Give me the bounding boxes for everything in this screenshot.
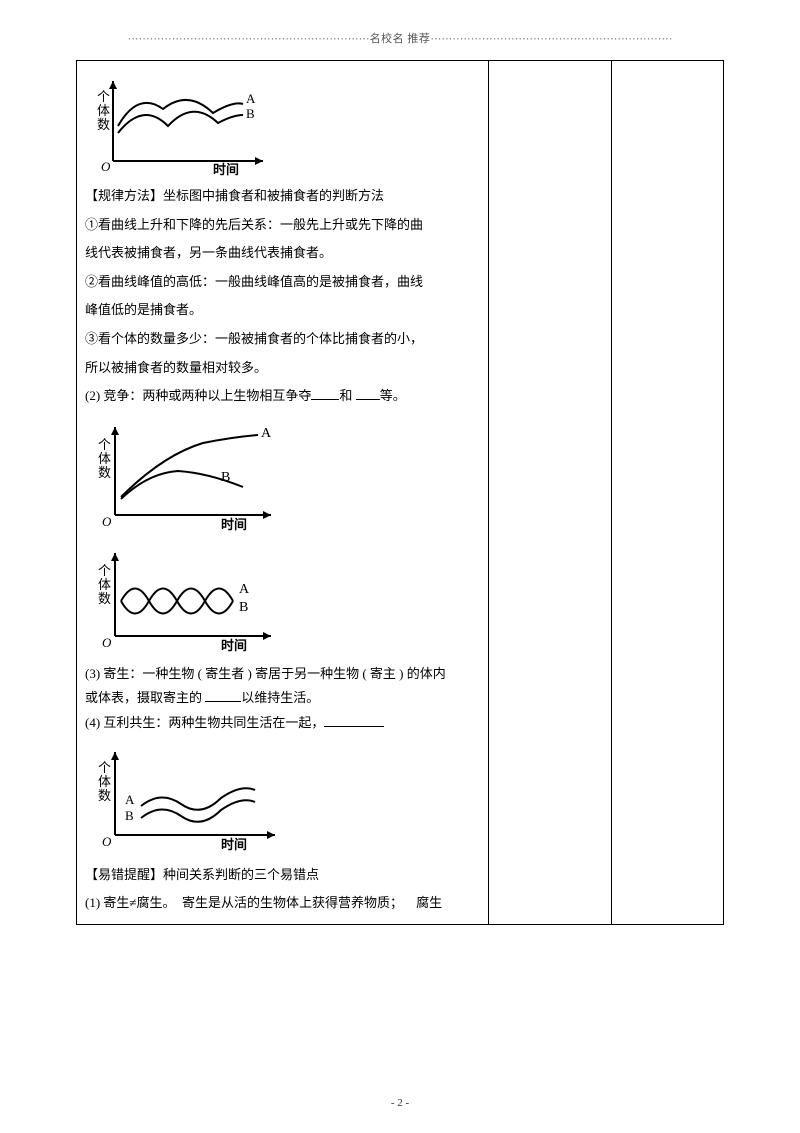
svg-text:A: A — [125, 792, 135, 807]
svg-text:O: O — [102, 834, 112, 849]
blank-input[interactable] — [205, 689, 241, 702]
chart-competition: 个 体 数 时间 O A B — [93, 415, 283, 535]
svg-text:体: 体 — [97, 103, 110, 118]
warn-1: (1) 寄生≠腐生。 寄生是从活的生物体上获得营养物质； 腐生 — [85, 889, 480, 918]
main-content: 个 体 数 时间 O A B 【规律方法】坐标图中捕食者和被捕食者的判断方法 ①… — [85, 71, 480, 918]
page-header: ⋯⋯⋯⋯⋯⋯⋯⋯⋯⋯⋯⋯⋯⋯⋯⋯⋯⋯⋯⋯⋯⋯名校名 推荐⋯⋯⋯⋯⋯⋯⋯⋯⋯⋯⋯⋯… — [76, 30, 724, 46]
q3-line2: 或体表，摄取寄主的 以维持生活。 — [85, 686, 480, 711]
q3-text-c: 以维持生活。 — [241, 690, 319, 705]
svg-text:个: 个 — [98, 437, 111, 452]
svg-text:数: 数 — [98, 788, 111, 803]
q2-text-e: 等。 — [380, 388, 406, 403]
svg-text:O: O — [102, 514, 112, 529]
blank-input[interactable] — [324, 714, 384, 727]
page: ⋯⋯⋯⋯⋯⋯⋯⋯⋯⋯⋯⋯⋯⋯⋯⋯⋯⋯⋯⋯⋯⋯名校名 推荐⋯⋯⋯⋯⋯⋯⋯⋯⋯⋯⋯⋯… — [0, 0, 800, 1133]
svg-text:体: 体 — [98, 774, 111, 789]
warn1-c: 腐生 — [416, 895, 442, 910]
q2-text-c: 和 — [339, 388, 352, 403]
blank-input[interactable] — [356, 387, 380, 400]
warn-title: 【易错提醒】种间关系判断的三个易错点 — [85, 861, 480, 890]
svg-text:数: 数 — [98, 465, 111, 480]
svg-text:时间: 时间 — [221, 517, 247, 532]
blank-input[interactable] — [311, 387, 339, 400]
svg-text:个: 个 — [98, 760, 111, 775]
rule-1-line2: 线代表被捕食者，另一条曲线代表捕食者。 — [85, 239, 480, 268]
svg-text:时间: 时间 — [221, 837, 247, 852]
svg-text:O: O — [101, 159, 111, 174]
header-dots-left: ⋯⋯⋯⋯⋯⋯⋯⋯⋯⋯⋯⋯⋯⋯⋯⋯⋯⋯⋯⋯⋯⋯ — [128, 33, 370, 45]
chart-competition-oscillate: 个 体 数 时间 O A B — [93, 541, 283, 656]
curve-label-b: B — [246, 106, 255, 121]
rule-2-line1: ②看曲线峰值的高低：一般曲线峰值高的是被捕食者，曲线 — [85, 268, 480, 297]
q4-line: (4) 互利共生：两种生物共同生活在一起， — [85, 711, 480, 736]
y-axis-label: 个 — [97, 89, 110, 104]
warn1-b: 寄生是从活的生物体上获得营养物质； — [182, 895, 403, 910]
svg-text:体: 体 — [98, 577, 111, 592]
main-cell: 个 体 数 时间 O A B 【规律方法】坐标图中捕食者和被捕食者的判断方法 ①… — [77, 61, 489, 925]
page-number: - 2 - — [0, 1097, 800, 1109]
layout-table: 个 体 数 时间 O A B 【规律方法】坐标图中捕食者和被捕食者的判断方法 ①… — [76, 60, 724, 925]
svg-text:数: 数 — [97, 117, 110, 132]
chart-mutualism: 个 体 数 时间 O A B — [93, 740, 288, 855]
chart-predation: 个 体 数 时间 O A B — [93, 71, 273, 176]
svg-text:时间: 时间 — [221, 638, 247, 653]
x-axis-label: 时间 — [213, 162, 239, 176]
svg-text:B: B — [239, 600, 248, 615]
svg-text:数: 数 — [98, 591, 111, 606]
q2-text-a: (2) 竞争：两种或两种以上生物相互争夺 — [85, 388, 311, 403]
q3-text-b: 或体表，摄取寄主的 — [85, 690, 202, 705]
middle-cell — [488, 61, 612, 925]
rule-3-line1: ③看个体的数量多少：一般被捕食者的个体比捕食者的小， — [85, 325, 480, 354]
svg-text:O: O — [102, 635, 112, 650]
warn1-a: (1) 寄生≠腐生。 — [85, 895, 176, 910]
svg-text:体: 体 — [98, 451, 111, 466]
rule-title: 【规律方法】坐标图中捕食者和被捕食者的判断方法 — [85, 182, 480, 211]
q2-line: (2) 竞争：两种或两种以上生物相互争夺 和 等。 — [85, 382, 480, 411]
rule-1-line1: ①看曲线上升和下降的先后关系：一般先上升或先下降的曲 — [85, 211, 480, 240]
svg-text:个: 个 — [98, 563, 111, 578]
svg-text:B: B — [221, 470, 230, 485]
svg-text:A: A — [261, 426, 272, 441]
header-dots-right: ⋯⋯⋯⋯⋯⋯⋯⋯⋯⋯⋯⋯⋯⋯⋯⋯⋯⋯⋯⋯⋯⋯ — [430, 33, 672, 45]
q4-text-a: (4) 互利共生：两种生物共同生活在一起， — [85, 715, 324, 730]
right-cell — [612, 61, 724, 925]
header-label: 名校名 推荐 — [370, 33, 431, 45]
q3-line1: (3) 寄生：一种生物 ( 寄生者 ) 寄居于另一种生物 ( 寄主 ) 的体内 — [85, 662, 480, 687]
svg-text:A: A — [239, 582, 250, 597]
rule-3-line2: 所以被捕食者的数量相对较多。 — [85, 354, 480, 383]
curve-label-a: A — [246, 91, 256, 106]
svg-text:B: B — [125, 808, 134, 823]
rule-2-line2: 峰值低的是捕食者。 — [85, 296, 480, 325]
